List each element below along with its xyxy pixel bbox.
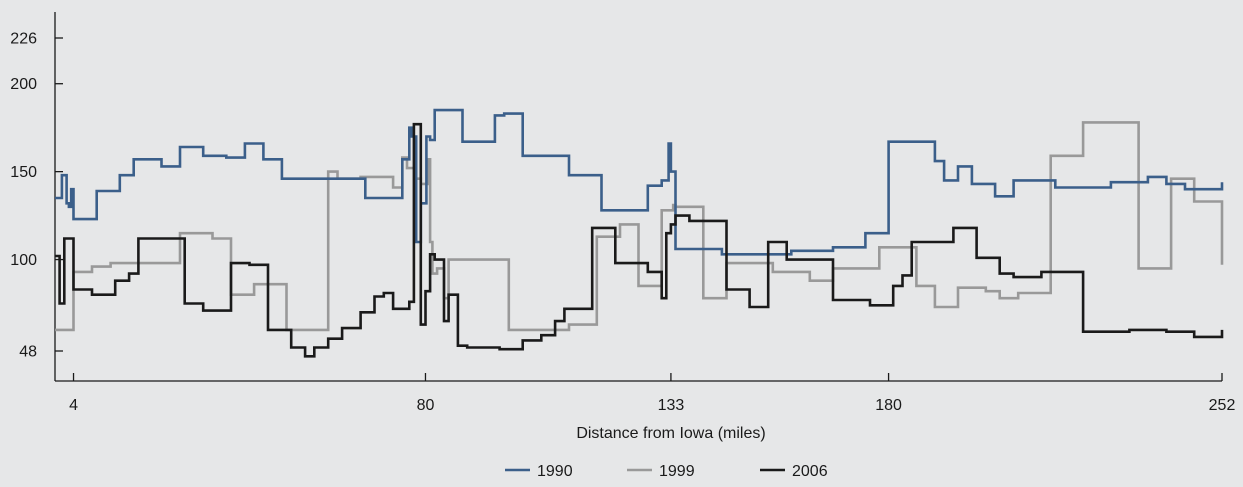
y-tick-label: 226 <box>10 31 37 48</box>
y-ticks: 48 100 150 200 226 <box>10 31 63 361</box>
x-tick-label: 133 <box>658 397 685 414</box>
y-tick-label: 200 <box>10 76 37 93</box>
x-tick-label: 80 <box>417 397 435 414</box>
plot-area <box>55 108 1224 358</box>
legend: 1990 1999 2006 <box>505 463 828 480</box>
y-axis: 48 100 150 200 226 <box>10 12 63 381</box>
series-line-2006 <box>55 122 1224 358</box>
y-tick-label: 100 <box>10 252 37 269</box>
legend-label-1990: 1990 <box>537 463 573 480</box>
x-axis: 4 80 133 180 252 Distance from Iowa (miles) <box>55 373 1235 442</box>
x-ticks: 4 80 133 180 252 <box>69 373 1235 414</box>
x-tick-label: 180 <box>875 397 902 414</box>
legend-label-1999: 1999 <box>659 463 695 480</box>
series-line-1999 <box>55 121 1224 332</box>
y-tick-label: 48 <box>19 344 37 361</box>
y-tick-label: 150 <box>10 164 37 181</box>
x-axis-title: Distance from Iowa (miles) <box>576 425 765 442</box>
x-tick-label: 4 <box>69 397 78 414</box>
series-line-1990 <box>55 108 1224 256</box>
legend-label-2006: 2006 <box>792 463 828 480</box>
x-tick-label: 252 <box>1209 397 1236 414</box>
